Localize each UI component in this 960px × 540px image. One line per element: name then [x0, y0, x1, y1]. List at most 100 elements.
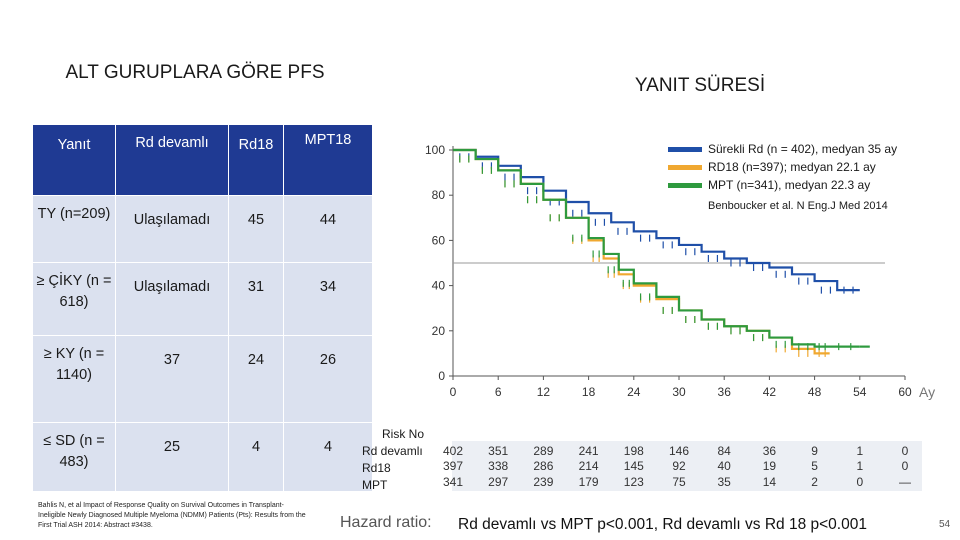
- cell-rd18: 45: [228, 195, 284, 263]
- risk-labels: Risk No Rd devamlı Rd18 MPT: [362, 426, 424, 494]
- risk-value: 123: [623, 475, 644, 489]
- risk-value: 35: [717, 475, 731, 489]
- risk-value: 145: [623, 459, 644, 473]
- risk-value: 341: [442, 475, 464, 489]
- row-label: ≤ SD (n = 483): [32, 422, 116, 492]
- risk-value: 5: [811, 459, 818, 473]
- risk-value: 289: [533, 444, 554, 458]
- legend-label-mpt: MPT (n=341), medyan 22.3 ay: [708, 178, 871, 192]
- risk-value: 19: [762, 459, 777, 473]
- legend-swatch-mpt: [668, 183, 702, 188]
- risk-value: 1: [856, 459, 864, 473]
- legend-label-rd: Sürekli Rd (n = 402), medyan 35 ay: [708, 142, 898, 156]
- header-yanit: Yanıt: [32, 124, 116, 196]
- y-tick-label: 80: [432, 188, 446, 202]
- x-tick-label: 36: [718, 385, 732, 399]
- y-tick-label: 20: [432, 324, 446, 338]
- risk-row-rd18: 397 338 286 214 145 92 40 19 5 1 0: [443, 459, 922, 475]
- legend-entry-mpt: MPT (n=341), medyan 22.3 ay: [668, 176, 897, 194]
- x-tick-label: 54: [853, 385, 867, 399]
- risk-value: 36: [762, 444, 777, 458]
- cell-rd-devamli: Ulaşılamadı: [115, 195, 229, 263]
- x-tick-label: 18: [582, 385, 596, 399]
- x-tick-label: 12: [537, 385, 551, 399]
- risk-value: 0: [901, 459, 909, 473]
- cell-rd-devamli: 25: [115, 422, 229, 492]
- legend-entry-rd18: RD18 (n=397); medyan 22.1 ay: [668, 158, 897, 176]
- risk-value: 146: [668, 444, 690, 458]
- risk-value: 1: [856, 444, 864, 458]
- x-tick-label: 60: [898, 385, 912, 399]
- risk-label-rd18: Rd18: [362, 461, 391, 475]
- x-tick-label: 42: [763, 385, 777, 399]
- cell-rd18: 4: [228, 422, 284, 492]
- risk-value: 402: [442, 444, 464, 458]
- x-tick-label: 6: [495, 385, 502, 399]
- risk-value: 0: [856, 475, 864, 489]
- table-row: TY (n=209) Ulaşılamadı 45 44: [32, 195, 373, 263]
- risk-label-mpt: MPT: [362, 478, 388, 492]
- legend-swatch-rd18: [668, 165, 702, 170]
- risk-value: 286: [533, 459, 554, 473]
- response-table: Yanıt Rd devamlı Rd18 MPT18 TY (n=209) U…: [32, 124, 373, 492]
- header-rd18: Rd18: [228, 124, 284, 196]
- risk-title: Risk No: [382, 427, 425, 441]
- x-tick-label: 0: [450, 385, 457, 399]
- y-tick-label: 100: [425, 143, 445, 157]
- right-title: YANIT SÜRESİ: [634, 75, 766, 96]
- risk-value: 40: [717, 459, 731, 473]
- response-table-header: Yanıt Rd devamlı Rd18 MPT18: [32, 124, 373, 196]
- y-tick-label: 40: [432, 279, 446, 293]
- reference-citation: Bahlis N, et al Impact of Response Quali…: [38, 502, 306, 529]
- risk-value: 351: [488, 444, 509, 458]
- row-label: TY (n=209): [32, 195, 116, 263]
- risk-value: 297: [488, 475, 509, 489]
- y-tick-label: 60: [432, 233, 446, 247]
- risk-value: 75: [672, 475, 686, 489]
- cell-rd18: 24: [228, 335, 284, 423]
- risk-label-rd: Rd devamlı: [362, 444, 423, 458]
- table-row: ≥ ÇİKY (n = 618) Ulaşılamadı 31 34: [32, 262, 373, 336]
- cell-mpt18: 34: [283, 262, 373, 336]
- cell-rd18: 31: [228, 262, 284, 336]
- risk-value: 198: [623, 444, 644, 458]
- cell-mpt18: 26: [283, 335, 373, 423]
- risk-value: 2: [811, 475, 818, 489]
- header-rd-devamli: Rd devamlı: [115, 124, 229, 196]
- table-row: ≥ KY (n = 1140) 37 24 26: [32, 335, 373, 423]
- cell-rd-devamli: Ulaşılamadı: [115, 262, 229, 336]
- risk-value: 397: [442, 459, 464, 473]
- row-label: ≥ ÇİKY (n = 618): [32, 262, 116, 336]
- risk-row-rd: 402 351 289 241 198 146 84 36 9 1 0: [443, 444, 922, 460]
- risk-value: 214: [578, 459, 599, 473]
- series-mpt-line: [453, 148, 860, 348]
- x-tick-label: 48: [808, 385, 822, 399]
- y-tick-label: 0: [438, 369, 445, 383]
- x-tick-label: 30: [672, 385, 686, 399]
- page-number: 54: [939, 519, 951, 530]
- table-row: ≤ SD (n = 483) 25 4 4: [32, 422, 373, 492]
- chart-legend: Sürekli Rd (n = 402), medyan 35 ay RD18 …: [668, 140, 897, 215]
- risk-value: —: [899, 475, 911, 489]
- risk-value: 241: [578, 444, 599, 458]
- risk-value: 338: [488, 459, 509, 473]
- hazard-label: Hazard ratio:: [340, 514, 432, 531]
- left-title: ALT GURUPLARA GÖRE PFS: [65, 62, 325, 83]
- risk-value: 239: [533, 475, 554, 489]
- risk-value: 84: [717, 444, 731, 458]
- risk-value: 14: [762, 475, 777, 489]
- risk-value: 0: [901, 444, 909, 458]
- legend-label-rd18: RD18 (n=397); medyan 22.1 ay: [708, 160, 876, 174]
- legend-swatch-rd: [668, 147, 702, 152]
- hazard-text: Rd devamlı vs MPT p<0.001, Rd devamlı vs…: [458, 516, 867, 533]
- legend-source: Benboucker et al. N Eng.J Med 2014: [708, 200, 888, 212]
- risk-value: 9: [811, 444, 818, 458]
- risk-table-background: [452, 441, 922, 491]
- row-label: ≥ KY (n = 1140): [32, 335, 116, 423]
- risk-value: 179: [578, 475, 599, 489]
- risk-value: 92: [672, 459, 686, 473]
- cell-mpt18: 4: [283, 422, 373, 492]
- legend-entry-rd: Sürekli Rd (n = 402), medyan 35 ay: [668, 140, 897, 158]
- cell-rd-devamli: 37: [115, 335, 229, 423]
